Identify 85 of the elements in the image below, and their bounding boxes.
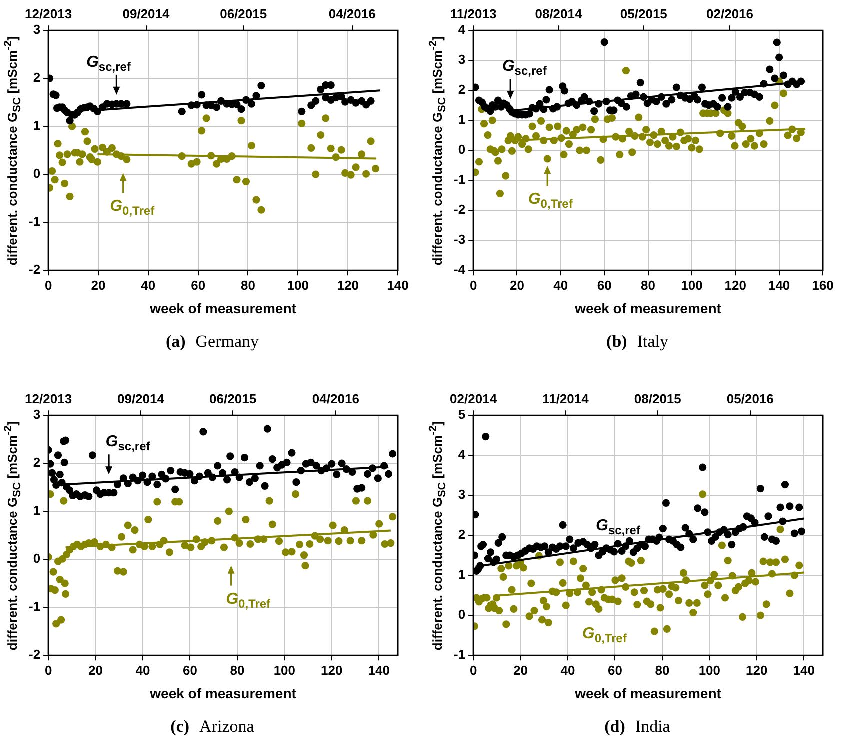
x2-tick-label: 08/2015 — [634, 391, 682, 406]
x-tick-label: 120 — [724, 278, 746, 293]
x2-tick-label: 04/2016 — [328, 6, 376, 22]
x-axis-title: week of measurement — [574, 685, 722, 702]
x-tick-label: 80 — [641, 278, 656, 293]
x-tick-label: 20 — [88, 662, 104, 678]
y-tick-label: 0 — [33, 551, 41, 566]
x-tick-label: 140 — [793, 662, 815, 678]
y-tick-label: 0 — [458, 607, 466, 622]
x2-tick-label: 09/2014 — [122, 6, 171, 22]
x2-tick-label: 11/2013 — [450, 6, 497, 22]
x-tick-label: 100 — [274, 662, 296, 678]
x-tick-label: 0 — [470, 278, 478, 293]
x-tick-label: 40 — [554, 278, 568, 293]
x2-tick-label: 09/2014 — [117, 391, 166, 406]
x-tick-label: 100 — [698, 662, 721, 678]
text: (a) Germany — [166, 332, 260, 351]
x-tick-label: 120 — [337, 278, 359, 293]
x-tick-label: 40 — [136, 662, 150, 678]
y-tick-label: 2 — [458, 82, 466, 98]
x-tick-label: 40 — [560, 662, 576, 678]
y-tick-label: 2 — [33, 70, 41, 86]
text: (d) India — [604, 717, 670, 736]
x-tick-label: 140 — [768, 278, 790, 293]
y-tick-label: -1 — [454, 172, 466, 188]
y-tick-label: 5 — [458, 407, 466, 422]
x2-tick-label: 11/2014 — [542, 391, 590, 406]
text: (c) Arizona — [170, 717, 254, 736]
x2-tick-label: 06/2015 — [210, 391, 257, 406]
x-tick-label: 20 — [91, 278, 106, 293]
x2-tick-label: 08/2014 — [535, 6, 583, 22]
y-tick-label: 1 — [458, 112, 466, 128]
y-tick-label: 1 — [33, 503, 41, 518]
y-tick-label: -4 — [454, 262, 466, 278]
y-tick-label: 1 — [458, 567, 466, 582]
y-tick-label: 2 — [33, 455, 41, 470]
x2-tick-label: 12/2013 — [25, 391, 72, 406]
y-tick-label: -2 — [28, 262, 41, 278]
x-tick-label: 100 — [287, 278, 310, 293]
text: (b) Italy — [606, 332, 668, 351]
x-tick-label: 100 — [681, 278, 703, 293]
x-tick-label: 60 — [608, 662, 622, 678]
y-tick-label: -2 — [28, 647, 41, 662]
x2-tick-label: 05/2015 — [620, 6, 668, 22]
x-axis-title: week of measurement — [149, 300, 297, 316]
y-tick-label: 2 — [458, 527, 466, 542]
x-tick-label: 40 — [141, 278, 156, 293]
x2-tick-label: 06/2015 — [220, 6, 268, 22]
x2-tick-label: 12/2013 — [25, 6, 72, 22]
y-tick-label: 4 — [458, 22, 466, 38]
y-tick-label: 4 — [458, 447, 466, 462]
y-tick-label: -1 — [454, 647, 466, 662]
x-tick-label: 60 — [182, 662, 198, 678]
y-tick-label: -2 — [454, 202, 466, 218]
x-tick-label: 120 — [746, 662, 768, 678]
x-tick-label: 20 — [514, 662, 528, 678]
x-tick-label: 80 — [655, 662, 670, 678]
y-tick-label: 3 — [458, 52, 466, 68]
x-tick-label: 80 — [230, 662, 245, 678]
y-tick-label: 1 — [33, 118, 41, 134]
y-tick-label: -3 — [454, 232, 466, 248]
x2-tick-label: 02/2014 — [450, 391, 498, 406]
x-tick-label: 60 — [597, 278, 612, 293]
y-tick-label: 3 — [458, 487, 466, 502]
x-axis-title: week of measurement — [149, 685, 297, 702]
x-tick-label: 140 — [387, 278, 409, 293]
x-tick-label: 140 — [368, 662, 390, 678]
x-tick-label: 120 — [321, 662, 343, 678]
y-tick-label: 3 — [33, 407, 41, 422]
x-tick-label: 0 — [44, 278, 52, 293]
y-tick-label: 0 — [33, 166, 41, 182]
x-tick-label: 160 — [812, 278, 834, 293]
x-tick-label: 80 — [241, 278, 256, 293]
x2-tick-label: 02/2016 — [706, 6, 754, 22]
x-tick-label: 0 — [470, 662, 478, 678]
x-axis-title: week of measurement — [574, 300, 722, 316]
y-tick-label: -1 — [28, 599, 41, 614]
y-tick-label: 0 — [458, 142, 466, 158]
y-tick-label: -1 — [28, 214, 41, 230]
x-tick-label: 0 — [44, 662, 52, 678]
y-tick-label: 3 — [33, 22, 41, 38]
x2-tick-label: 04/2016 — [312, 391, 360, 406]
x-tick-label: 20 — [510, 278, 524, 293]
x2-tick-label: 05/2016 — [726, 391, 774, 406]
x-tick-label: 60 — [191, 278, 206, 293]
